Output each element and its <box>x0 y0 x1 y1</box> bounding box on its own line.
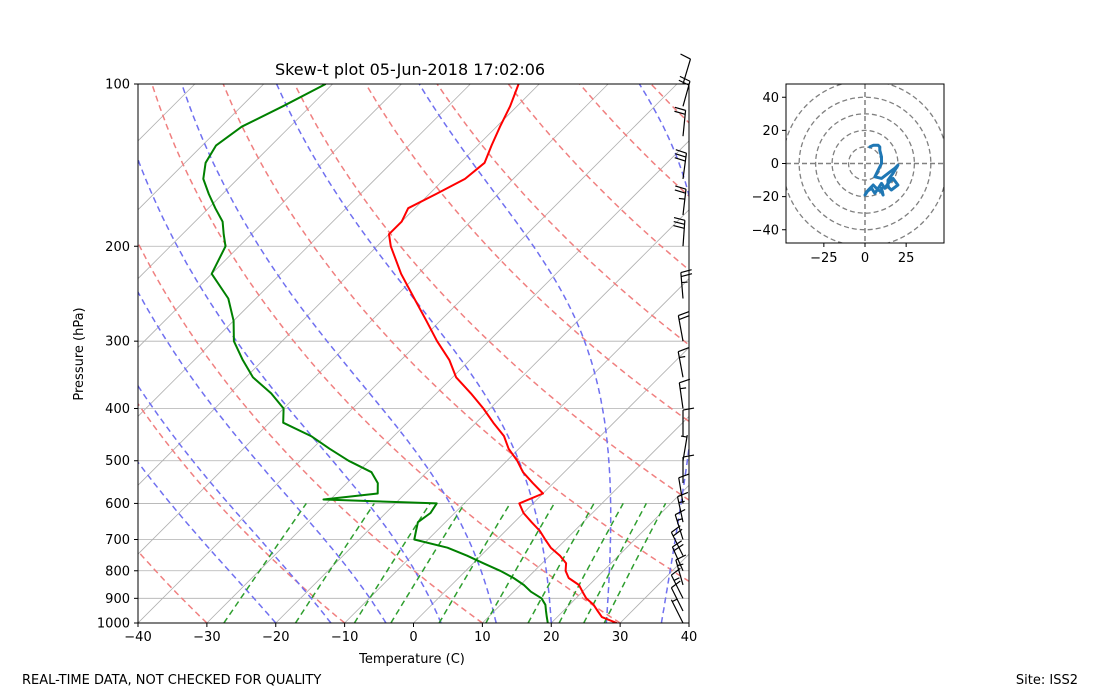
skewt-series-group <box>202 84 618 623</box>
hodograph-y-tick-label: 0 <box>771 157 779 172</box>
dry-adiabat-line <box>138 402 346 623</box>
y-tick-label: 500 <box>105 454 130 469</box>
x-tick-label: −40 <box>124 630 151 645</box>
x-tick-label: −10 <box>331 630 358 645</box>
isotherm-line <box>138 84 609 555</box>
moist-adiabat-line <box>181 84 497 623</box>
skewt-ticks: −40 −30 −20 −10 0 10 20 30 40 1000 900 800 700 600 500… <box>97 78 697 646</box>
skewt-background <box>138 84 689 623</box>
hodograph-x-tick-label: 25 <box>898 251 915 266</box>
wind-barb <box>677 347 689 378</box>
hodograph-y-tick-label: −40 <box>752 223 779 238</box>
hodograph-x-tick-label: 0 <box>861 251 869 266</box>
mixing-ratio-line <box>353 502 431 623</box>
x-tick-label: 0 <box>409 630 417 645</box>
hodograph: −25 0 25 40 20 0 −20 −40 <box>752 83 945 266</box>
skewt-x-axis-label: Temperature (C) <box>358 652 465 667</box>
mixing-ratio-line <box>438 503 511 623</box>
hodograph-y-tick-label: −20 <box>752 190 779 205</box>
dry-adiabat-line <box>151 84 621 623</box>
dewpoint-profile-line <box>202 84 549 623</box>
moist-adiabat-line <box>138 157 442 623</box>
y-tick-label: 400 <box>105 402 130 417</box>
isotherm-line <box>138 84 540 486</box>
dry-adiabat-line <box>365 84 689 423</box>
isotherm-line <box>344 278 689 623</box>
dry-adiabat-line <box>293 84 689 502</box>
wind-barb <box>676 491 689 523</box>
y-tick-label: 1000 <box>97 617 130 632</box>
isotherm-line <box>413 346 689 623</box>
wind-barb <box>682 407 695 437</box>
mixing-ratio-line <box>294 502 375 623</box>
moist-adiabat-line <box>138 384 332 623</box>
skewt-plot-area: −40 −30 −20 −10 0 10 20 30 40 1000 900 800 700 600 500… <box>0 53 697 646</box>
wind-barb <box>682 454 695 484</box>
y-tick-label: 800 <box>105 564 130 579</box>
wind-barb <box>674 149 688 179</box>
isotherm-line <box>138 84 678 623</box>
mixing-ratio-line <box>390 503 466 623</box>
skewt-reference-lines <box>0 84 689 623</box>
y-tick-label: 600 <box>105 497 130 512</box>
isotherm-line <box>482 415 689 623</box>
y-tick-label: 100 <box>105 78 130 93</box>
wind-barb <box>680 434 688 461</box>
dry-adiabat-line <box>222 84 689 583</box>
skewt-y-axis-label: Pressure (hPa) <box>72 307 87 400</box>
isotherm-line <box>550 484 689 623</box>
wind-barb <box>677 311 690 342</box>
dry-adiabat-line <box>436 84 689 346</box>
moist-adiabat-line <box>638 84 689 623</box>
hodograph-trace <box>863 143 900 197</box>
wind-barb <box>678 473 690 504</box>
wind-barb <box>680 269 693 299</box>
isotherm-line <box>138 84 471 417</box>
mixing-ratio-line <box>223 502 307 623</box>
wind-barb <box>680 53 692 85</box>
skewt-title: Skew-t plot 05-Jun-2018 17:02:06 <box>275 60 545 79</box>
site-label: Site: ISS2 <box>1015 673 1078 688</box>
isotherm-line <box>206 140 689 623</box>
moist-adiabat-line <box>138 460 277 623</box>
hodograph-ticks: −25 0 25 40 20 0 −20 −40 <box>752 91 915 266</box>
quality-disclaimer: REAL-TIME DATA, NOT CHECKED FOR QUALITY <box>22 673 322 688</box>
x-tick-label: 30 <box>612 630 629 645</box>
isotherm-line <box>0 84 57 623</box>
dry-adiabat-line <box>138 549 208 623</box>
hodograph-x-tick-label: −25 <box>810 251 837 266</box>
y-tick-label: 200 <box>105 240 130 255</box>
y-tick-label: 300 <box>105 335 130 350</box>
x-tick-label: 20 <box>543 630 560 645</box>
x-tick-label: −20 <box>262 630 289 645</box>
isotherm-line <box>275 209 689 623</box>
x-tick-label: 10 <box>474 630 491 645</box>
x-tick-label: −30 <box>193 630 220 645</box>
temperature-profile-line <box>388 84 618 623</box>
isotherm-line <box>138 84 402 349</box>
moist-adiabat-line <box>418 84 612 623</box>
hodograph-y-tick-label: 40 <box>762 91 779 106</box>
hodograph-background <box>786 84 944 243</box>
hodograph-y-tick-label: 20 <box>762 124 779 139</box>
wind-barb <box>678 378 691 409</box>
wind-barb <box>674 106 687 137</box>
wind-barb <box>673 216 686 247</box>
y-tick-label: 900 <box>105 592 130 607</box>
isotherm-line <box>138 84 333 280</box>
y-tick-label: 700 <box>105 533 130 548</box>
moist-adiabat-line <box>138 290 387 623</box>
wind-barb <box>674 185 687 216</box>
x-tick-label: 40 <box>681 630 698 645</box>
isotherm-line <box>138 84 265 211</box>
wind-barbs <box>670 53 695 624</box>
dry-adiabat-line <box>138 241 483 623</box>
hodograph-series-group <box>863 143 900 197</box>
